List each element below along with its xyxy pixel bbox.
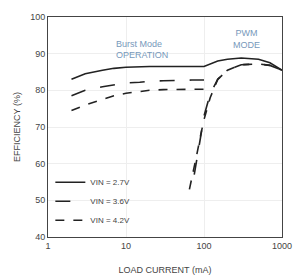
svg-text:10: 10 bbox=[121, 241, 131, 251]
svg-text:VIN = 3.6V: VIN = 3.6V bbox=[90, 197, 130, 206]
svg-text:100: 100 bbox=[30, 12, 45, 22]
svg-text:80: 80 bbox=[35, 85, 45, 95]
svg-text:LOAD CURRENT (mA): LOAD CURRENT (mA) bbox=[119, 265, 212, 275]
svg-text:1: 1 bbox=[45, 241, 50, 251]
svg-text:70: 70 bbox=[35, 122, 45, 132]
svg-text:EFFICIENCY (%): EFFICIENCY (%) bbox=[12, 92, 22, 162]
svg-text:100: 100 bbox=[196, 241, 211, 251]
svg-text:Burst Mode: Burst Mode bbox=[116, 39, 162, 49]
svg-text:VIN = 4.2V: VIN = 4.2V bbox=[90, 216, 130, 225]
svg-text:50: 50 bbox=[35, 195, 45, 205]
svg-text:40: 40 bbox=[35, 232, 45, 242]
svg-text:1000: 1000 bbox=[272, 241, 292, 251]
svg-text:90: 90 bbox=[35, 49, 45, 59]
svg-text:PWMMODE: PWMMODE bbox=[233, 28, 260, 50]
svg-text:VIN = 2.7V: VIN = 2.7V bbox=[90, 178, 130, 187]
svg-text:60: 60 bbox=[35, 159, 45, 169]
svg-text:OPERATION: OPERATION bbox=[116, 50, 168, 60]
